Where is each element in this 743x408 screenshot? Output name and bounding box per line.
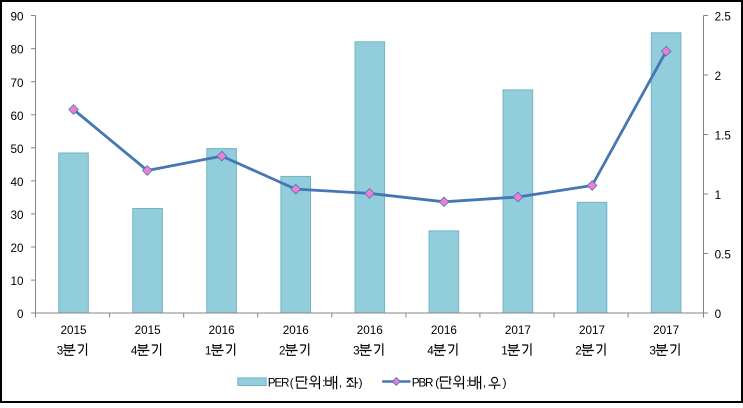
svg-text:2.5: 2.5 xyxy=(715,11,732,24)
svg-text:2016: 2016 xyxy=(357,324,383,337)
svg-text:2017: 2017 xyxy=(505,324,531,337)
svg-text:2016: 2016 xyxy=(209,324,235,337)
svg-text:3: 3 xyxy=(649,345,656,358)
svg-text:1: 1 xyxy=(715,189,722,202)
svg-text:2017: 2017 xyxy=(653,324,679,337)
svg-text:4: 4 xyxy=(131,345,138,358)
svg-text:90: 90 xyxy=(10,11,24,24)
svg-text:2: 2 xyxy=(279,345,286,358)
svg-text:0: 0 xyxy=(17,308,24,321)
svg-text::: : xyxy=(466,377,469,390)
svg-text:60: 60 xyxy=(10,110,24,123)
svg-text:20: 20 xyxy=(10,242,24,255)
svg-text:2015: 2015 xyxy=(135,324,162,337)
svg-text:,: , xyxy=(339,377,342,390)
svg-text:1: 1 xyxy=(501,345,508,358)
svg-text:0: 0 xyxy=(715,308,722,321)
svg-text::: : xyxy=(322,377,325,390)
svg-text:70: 70 xyxy=(10,77,24,90)
svg-text:4: 4 xyxy=(427,345,434,358)
svg-text:(: ( xyxy=(435,377,439,390)
svg-text:3: 3 xyxy=(353,345,360,358)
svg-text:10: 10 xyxy=(10,275,24,288)
svg-text:50: 50 xyxy=(10,143,24,156)
svg-text:1.5: 1.5 xyxy=(715,130,732,143)
svg-text:PBR: PBR xyxy=(412,377,433,390)
svg-text:80: 80 xyxy=(10,44,24,57)
svg-text:30: 30 xyxy=(10,209,24,222)
svg-text:PER: PER xyxy=(268,377,289,390)
svg-text:3: 3 xyxy=(57,345,64,358)
svg-text:1: 1 xyxy=(205,345,212,358)
svg-text:): ) xyxy=(503,377,507,390)
svg-text:2016: 2016 xyxy=(431,324,457,337)
svg-text:2: 2 xyxy=(575,345,582,358)
svg-text:): ) xyxy=(359,377,363,390)
svg-text:2016: 2016 xyxy=(283,324,309,337)
svg-text:2: 2 xyxy=(715,70,722,83)
svg-text:(: ( xyxy=(290,377,294,390)
svg-text:2015: 2015 xyxy=(60,324,87,337)
svg-text:0.5: 0.5 xyxy=(715,249,732,262)
svg-text:2017: 2017 xyxy=(579,324,605,337)
svg-text:40: 40 xyxy=(10,176,24,189)
svg-text:,: , xyxy=(483,377,486,390)
